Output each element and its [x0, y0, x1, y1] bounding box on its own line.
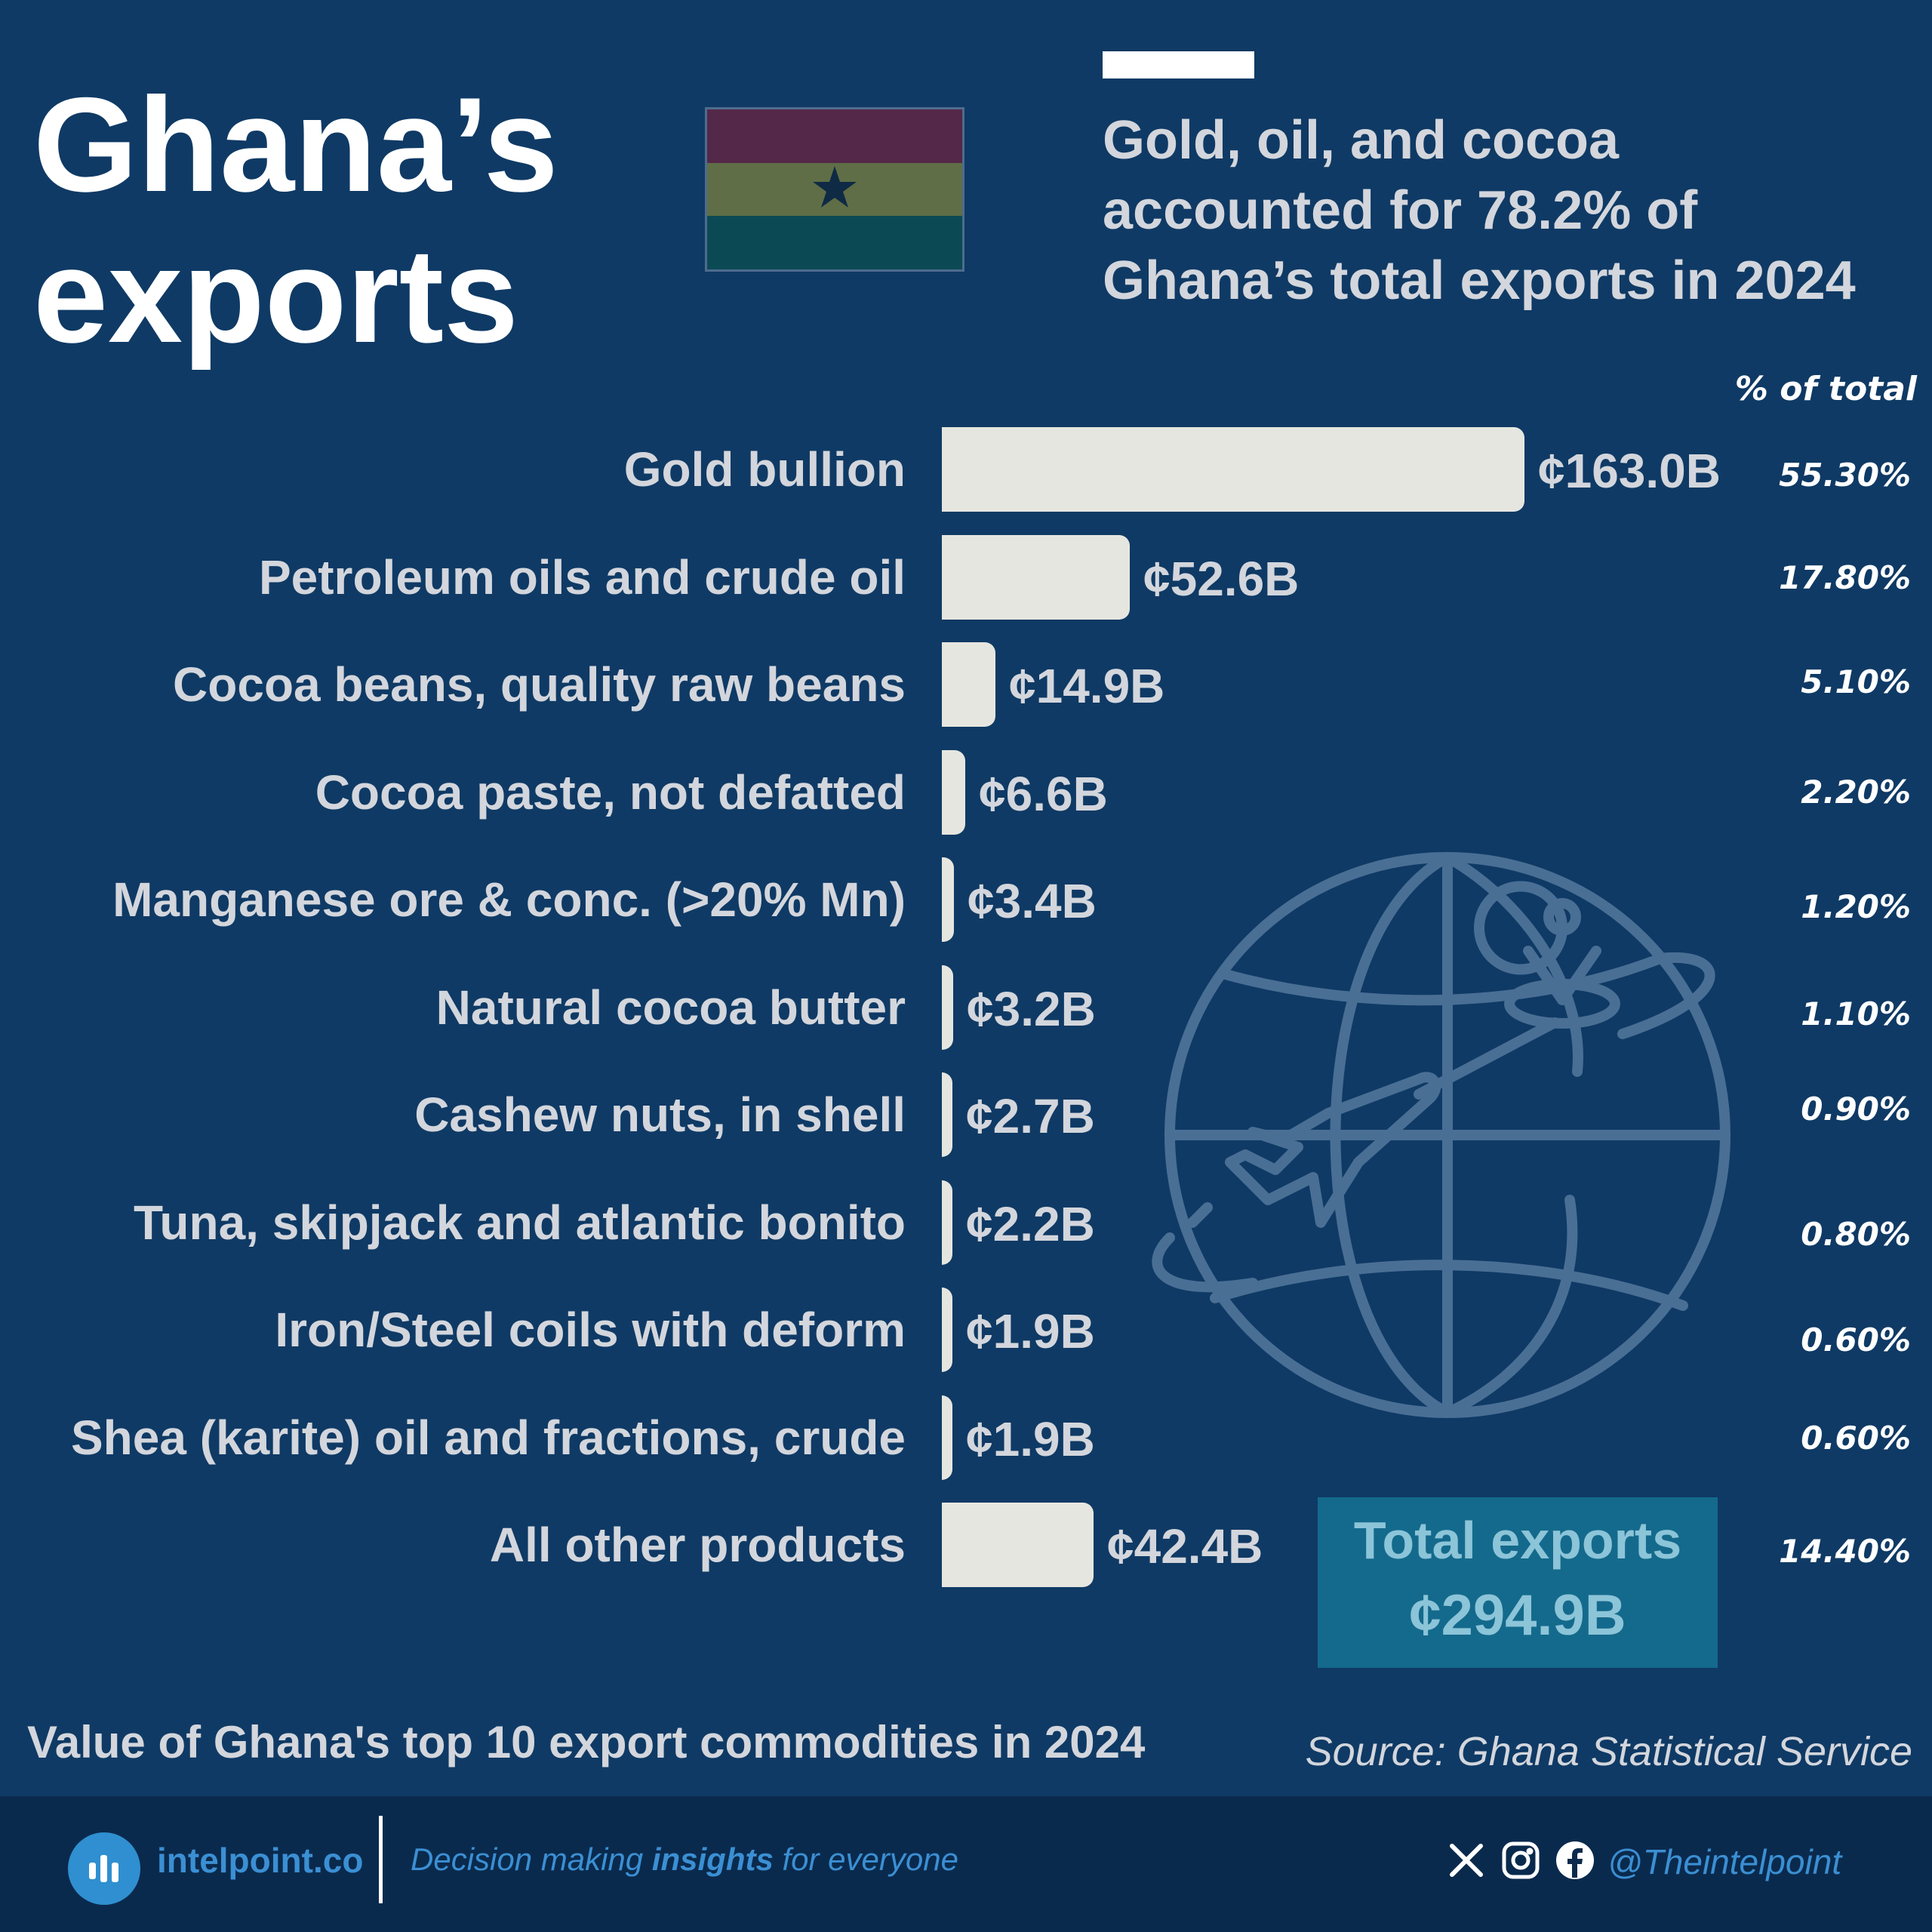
- bar-value-label: ¢3.4B: [968, 874, 1097, 928]
- percent-label: 0.60%: [1801, 1321, 1911, 1358]
- bar-value-label: ¢1.9B: [966, 1411, 1095, 1466]
- title-line-1: Ghana’s: [33, 69, 558, 220]
- footer: intelpoint.co Decision making insights f…: [0, 1796, 1932, 1932]
- x-icon[interactable]: [1446, 1840, 1487, 1881]
- bar-value-label: ¢14.9B: [1009, 659, 1165, 713]
- title-line-2: exports: [33, 220, 518, 371]
- bar: [942, 642, 995, 727]
- percent-label: 1.10%: [1801, 995, 1911, 1032]
- page-title: Ghana’s exports: [33, 69, 637, 371]
- bar: [942, 1072, 952, 1157]
- subtitle-line-3: Ghana’s total exports in 2024: [1103, 251, 1856, 311]
- chart-caption: Value of Ghana's top 10 export commoditi…: [27, 1717, 1146, 1767]
- category-label: Cocoa paste, not defatted: [315, 764, 906, 820]
- bar-value-label: ¢2.2B: [966, 1196, 1095, 1251]
- source-note: Source: Ghana Statistical Service: [1305, 1729, 1912, 1774]
- category-label: Natural cocoa butter: [435, 980, 906, 1035]
- percent-label: 14.40%: [1779, 1533, 1911, 1570]
- bar: [942, 427, 1524, 512]
- bar: [942, 964, 953, 1050]
- percent-label: 5.10%: [1801, 663, 1911, 700]
- category-label: Iron/Steel coils with deform: [275, 1303, 906, 1357]
- bar-value-label: ¢2.7B: [966, 1089, 1095, 1143]
- globe-plane-icon: [1152, 852, 1730, 1418]
- percent-label: 0.80%: [1801, 1216, 1911, 1253]
- percent-label: 2.20%: [1801, 774, 1911, 811]
- bar-value-label: ¢42.4B: [1107, 1519, 1263, 1574]
- total-exports-value: ¢294.9B: [1409, 1583, 1626, 1647]
- percent-label: 0.90%: [1801, 1091, 1911, 1128]
- star-icon: [813, 166, 857, 208]
- tagline: Decision making insights for everyone: [411, 1841, 958, 1878]
- bar: [942, 1287, 952, 1372]
- total-exports-box: Total exports ¢294.9B: [1318, 1497, 1718, 1668]
- bar: [942, 1395, 952, 1480]
- bar: [942, 749, 965, 835]
- bar: [942, 857, 954, 942]
- bar-value-label: ¢52.6B: [1143, 551, 1300, 606]
- percent-label: 55.30%: [1779, 457, 1911, 494]
- category-label: Petroleum oils and crude oil: [258, 549, 906, 605]
- bar-value-label: ¢1.9B: [966, 1304, 1095, 1358]
- site-link[interactable]: intelpoint.co: [157, 1841, 364, 1880]
- percent-label: 17.80%: [1779, 559, 1911, 596]
- total-exports-label: Total exports: [1353, 1511, 1682, 1570]
- percent-label: 0.60%: [1801, 1420, 1911, 1457]
- category-label: Cocoa beans, quality raw beans: [173, 657, 906, 712]
- category-label: Tuna, skipjack and atlantic bonito: [134, 1195, 906, 1250]
- tagline-pre: Decision making: [411, 1841, 652, 1877]
- percent-column-header: % of total: [1734, 370, 1917, 408]
- accent-bar: [1103, 51, 1254, 78]
- category-label: Manganese ore & conc. (>20% Mn): [112, 872, 906, 927]
- tagline-post: for everyone: [773, 1841, 958, 1877]
- subtitle-line-2: accounted for 78.2% of: [1103, 180, 1698, 241]
- facebook-icon[interactable]: [1555, 1840, 1595, 1881]
- category-label: All other products: [489, 1518, 906, 1572]
- bar: [942, 534, 1130, 620]
- bar-value-label: ¢163.0B: [1538, 444, 1721, 498]
- bar: [942, 1180, 952, 1265]
- bar: [942, 1503, 1094, 1587]
- category-label: Shea (karite) oil and fractions, crude: [70, 1410, 906, 1465]
- bar-value-label: ¢6.6B: [979, 766, 1108, 821]
- tagline-bold: insights: [651, 1841, 774, 1877]
- intelpoint-logo-icon[interactable]: [68, 1832, 140, 1905]
- subtitle-line-1: Gold, oil, and cocoa: [1103, 110, 1620, 171]
- category-label: Cashew nuts, in shell: [414, 1088, 906, 1142]
- category-label: Gold bullion: [623, 442, 906, 497]
- percent-label: 1.20%: [1801, 888, 1911, 925]
- social-handle[interactable]: @Theintelpoint: [1607, 1842, 1842, 1881]
- ghana-flag-icon: [705, 107, 964, 272]
- instagram-icon[interactable]: [1500, 1840, 1541, 1881]
- subtitle: Gold, oil, and cocoa accounted for 78.2%…: [1103, 106, 1918, 316]
- bar-value-label: ¢3.2B: [967, 981, 1096, 1036]
- footer-divider: [379, 1816, 383, 1903]
